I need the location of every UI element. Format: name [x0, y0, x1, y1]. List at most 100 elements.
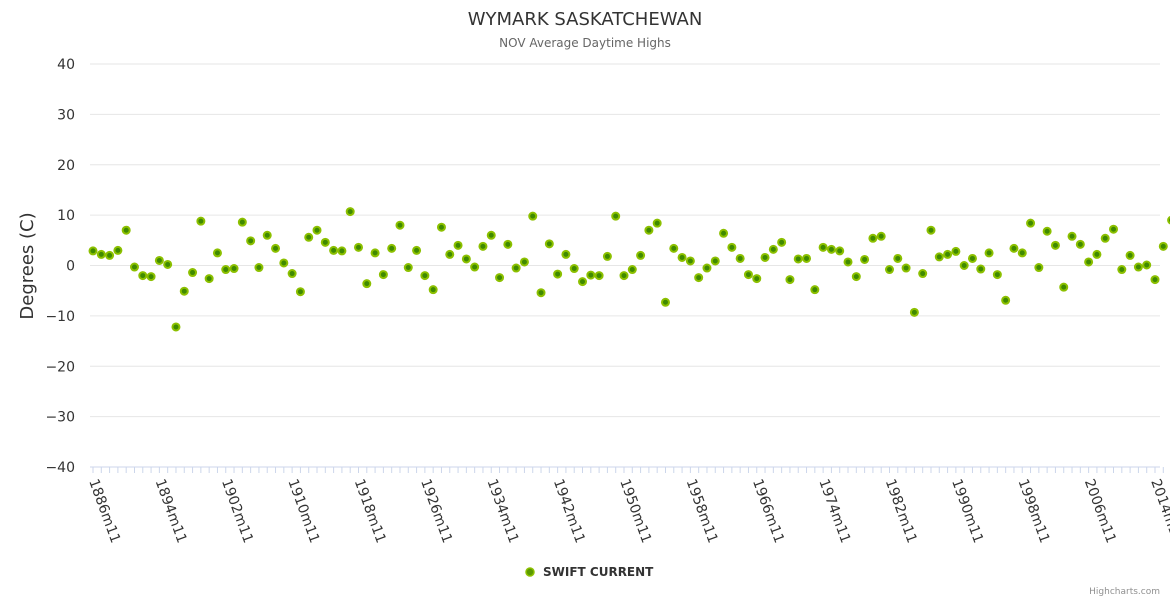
data-point-1985[interactable] — [909, 307, 919, 317]
data-point-2013[interactable] — [1142, 260, 1152, 270]
data-point-1945[interactable] — [578, 277, 588, 287]
data-point-1917[interactable] — [345, 207, 355, 217]
data-point-2014[interactable] — [1150, 275, 1160, 285]
data-point-1947[interactable] — [594, 271, 604, 281]
data-point-1890[interactable] — [121, 225, 131, 235]
data-point-1918[interactable] — [354, 242, 363, 252]
data-point-1963[interactable] — [727, 242, 737, 252]
data-point-1912[interactable] — [304, 232, 314, 242]
data-point-1962[interactable] — [719, 228, 729, 238]
data-point-1898[interactable] — [188, 268, 198, 278]
data-point-1975[interactable] — [826, 244, 836, 254]
data-point-1969[interactable] — [777, 237, 787, 247]
data-point-1907[interactable] — [262, 230, 272, 240]
data-point-1954[interactable] — [652, 218, 662, 228]
data-point-1950[interactable] — [619, 271, 629, 281]
data-point-1905[interactable] — [246, 236, 256, 246]
data-point-1924[interactable] — [403, 263, 413, 273]
data-point-1978[interactable] — [851, 272, 861, 282]
data-point-1911[interactable] — [295, 287, 305, 297]
data-point-1913[interactable] — [312, 225, 322, 235]
data-point-1976[interactable] — [835, 246, 845, 256]
legend-item-swift-current[interactable]: SWIFT CURRENT — [525, 565, 654, 579]
data-point-1938[interactable] — [519, 257, 529, 267]
data-point-1973[interactable] — [810, 285, 820, 295]
data-point-2012[interactable] — [1133, 262, 1143, 272]
data-point-2007[interactable] — [1092, 249, 1102, 259]
data-point-1967[interactable] — [760, 252, 770, 262]
data-point-1900[interactable] — [204, 274, 214, 284]
data-point-1934[interactable] — [486, 230, 496, 240]
data-point-1901[interactable] — [212, 248, 222, 258]
data-point-2000[interactable] — [1034, 263, 1044, 273]
data-point-1926[interactable] — [420, 271, 430, 281]
data-point-1968[interactable] — [768, 244, 778, 254]
data-point-1960[interactable] — [702, 263, 712, 273]
data-point-1992[interactable] — [967, 253, 977, 263]
data-point-1887[interactable] — [96, 249, 106, 259]
data-point-1956[interactable] — [669, 243, 679, 253]
data-point-1977[interactable] — [843, 257, 853, 267]
data-point-1909[interactable] — [279, 258, 289, 268]
data-point-1987[interactable] — [926, 225, 936, 235]
data-point-1935[interactable] — [495, 273, 505, 283]
data-point-1959[interactable] — [694, 273, 704, 283]
data-point-1941[interactable] — [544, 239, 554, 249]
data-point-1971[interactable] — [793, 254, 803, 264]
data-point-2001[interactable] — [1042, 226, 1052, 236]
data-point-1944[interactable] — [569, 264, 579, 274]
data-point-1957[interactable] — [677, 252, 687, 262]
data-point-1927[interactable] — [428, 285, 438, 295]
data-point-1895[interactable] — [163, 259, 173, 269]
data-point-1920[interactable] — [370, 248, 380, 258]
data-point-1910[interactable] — [287, 269, 297, 279]
data-point-2011[interactable] — [1125, 250, 1135, 260]
data-point-1995[interactable] — [992, 270, 1002, 280]
data-point-1990[interactable] — [951, 246, 961, 256]
data-point-1984[interactable] — [901, 263, 911, 273]
data-point-1964[interactable] — [735, 253, 745, 263]
data-point-1997[interactable] — [1009, 243, 1019, 253]
data-point-1940[interactable] — [536, 288, 546, 298]
data-point-1888[interactable] — [105, 250, 115, 260]
data-point-1893[interactable] — [146, 272, 156, 282]
data-point-1904[interactable] — [237, 217, 247, 227]
data-point-1966[interactable] — [752, 274, 762, 284]
data-point-1936[interactable] — [503, 239, 513, 249]
data-point-1889[interactable] — [113, 245, 123, 255]
data-point-1953[interactable] — [644, 225, 654, 235]
data-point-1970[interactable] — [785, 275, 795, 285]
data-point-2003[interactable] — [1059, 282, 1069, 292]
data-point-1902[interactable] — [221, 265, 231, 275]
data-point-2004[interactable] — [1067, 231, 1077, 241]
highcharts-credit[interactable]: Highcharts.com — [1089, 587, 1160, 597]
data-point-1928[interactable] — [436, 222, 446, 232]
data-point-1932[interactable] — [470, 262, 480, 272]
data-point-1974[interactable] — [818, 242, 828, 252]
data-point-1937[interactable] — [511, 263, 521, 273]
data-point-2008[interactable] — [1100, 233, 1110, 243]
data-point-1994[interactable] — [984, 248, 994, 258]
data-point-1891[interactable] — [129, 262, 139, 272]
data-point-1931[interactable] — [461, 254, 471, 264]
data-point-1897[interactable] — [179, 286, 189, 296]
data-point-1915[interactable] — [329, 245, 339, 255]
data-point-1916[interactable] — [337, 246, 347, 256]
data-point-1982[interactable] — [885, 265, 894, 275]
data-point-1942[interactable] — [553, 269, 563, 279]
data-point-1999[interactable] — [1026, 218, 1036, 228]
data-point-1991[interactable] — [959, 261, 969, 270]
data-point-1998[interactable] — [1017, 248, 1027, 258]
data-point-1988[interactable] — [934, 252, 944, 262]
data-point-1914[interactable] — [320, 237, 330, 247]
data-point-1921[interactable] — [378, 270, 388, 280]
data-point-1906[interactable] — [254, 263, 264, 273]
data-point-1922[interactable] — [387, 243, 397, 253]
data-point-1946[interactable] — [586, 270, 596, 280]
data-point-2006[interactable] — [1084, 257, 1094, 267]
data-point-1993[interactable] — [976, 264, 986, 274]
data-point-1949[interactable] — [611, 211, 621, 221]
data-point-1983[interactable] — [893, 253, 903, 263]
data-point-1996[interactable] — [1001, 295, 1011, 305]
data-point-1908[interactable] — [271, 243, 281, 253]
